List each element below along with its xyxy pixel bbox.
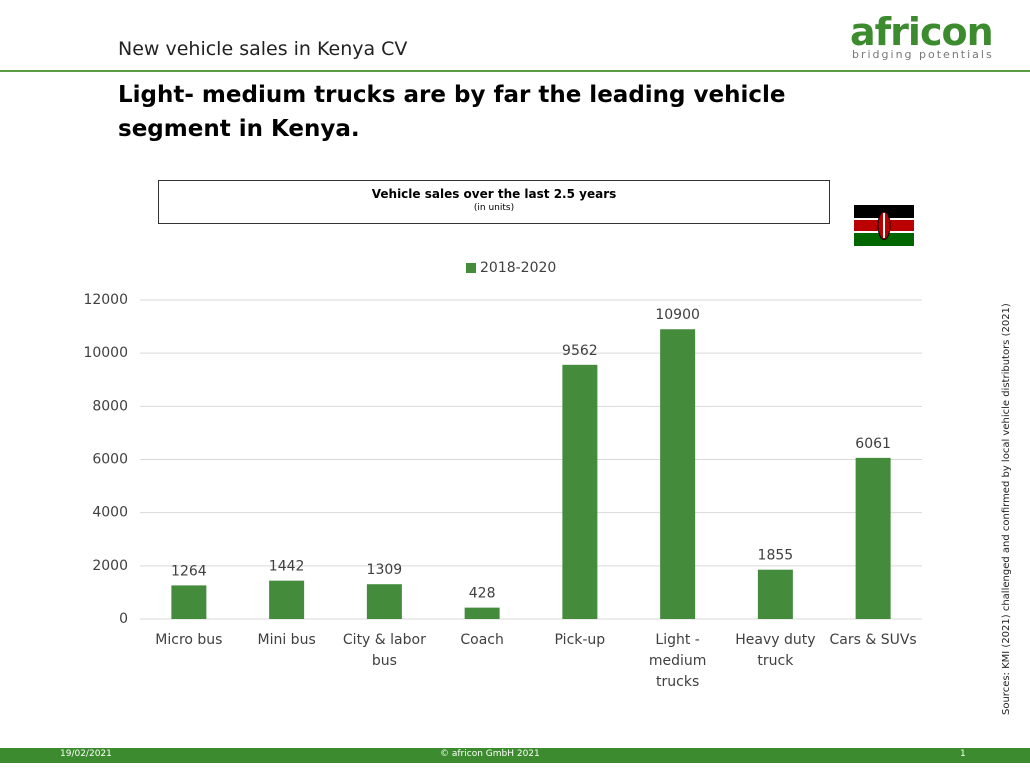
- x-tick-label: Light - medium trucks: [648, 632, 707, 690]
- chart: 0 2000 4000 6000 8000 10000 12000 2018-2020 1264…: [83, 260, 922, 627]
- bar: [366, 584, 402, 619]
- y-tick-label: 2000: [92, 558, 128, 574]
- header-rule: [0, 70, 1030, 72]
- y-tick-label: 0: [119, 611, 128, 627]
- chart-subtitle: (in units): [473, 203, 515, 213]
- x-tick-label: Micro bus: [155, 632, 223, 648]
- x-tick-label: Heavy duty truck: [735, 632, 816, 669]
- footer-page: 1: [960, 749, 966, 759]
- bar: [757, 569, 793, 619]
- chart-title: Vehicle sales over the last 2.5 years: [371, 187, 617, 201]
- data-label: 428: [469, 586, 496, 602]
- bar: [855, 457, 891, 619]
- data-label: 1309: [367, 562, 403, 578]
- header-title: New vehicle sales in Kenya CV: [118, 38, 408, 60]
- x-tick-label: Cars & SUVs: [829, 632, 917, 648]
- bar: [269, 580, 305, 619]
- data-label: 6061: [855, 436, 891, 452]
- y-tick-label: 12000: [83, 292, 128, 308]
- logo-tagline: bridging potentials: [852, 48, 994, 61]
- footer-copyright: © africon GmbH 2021: [440, 749, 540, 759]
- x-tick-label: Mini bus: [257, 632, 316, 648]
- footer-bar: [0, 748, 1030, 763]
- logo: africon: [850, 10, 994, 54]
- data-label: 1855: [758, 548, 794, 564]
- data-label: 1442: [269, 559, 305, 575]
- x-tick-label: Pick-up: [554, 632, 606, 648]
- bar: [660, 329, 696, 619]
- bar: [562, 364, 598, 619]
- y-tick-label: 4000: [92, 505, 128, 521]
- source-note: Sources: KMI (2021) challenged and confi…: [1001, 303, 1012, 715]
- data-label: 10900: [655, 307, 700, 323]
- data-label: 9562: [562, 343, 598, 359]
- legend-swatch: [466, 263, 476, 273]
- y-tick-label: 8000: [92, 398, 128, 414]
- legend-label: 2018-2020: [480, 260, 556, 276]
- y-tick-label: 10000: [83, 345, 128, 361]
- footer-date: 19/02/2021: [60, 749, 112, 759]
- y-tick-label: 6000: [92, 452, 128, 468]
- chart-title-box: Vehicle sales over the last 2.5 years (i…: [158, 180, 830, 224]
- bar: [171, 585, 207, 619]
- headline: Light- medium trucks are by far the lead…: [118, 82, 786, 142]
- bar: [464, 607, 500, 619]
- x-tick-label: Coach: [460, 632, 504, 648]
- data-label: 1264: [171, 563, 207, 579]
- x-tick-label: City & labor bus: [342, 632, 426, 669]
- kenya-flag: [854, 205, 914, 246]
